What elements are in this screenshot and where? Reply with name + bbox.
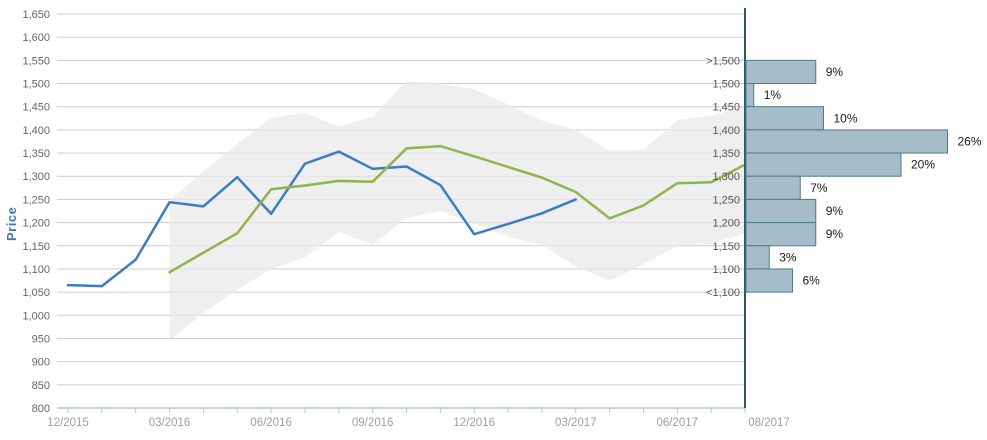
histogram-bin-labels: >1,500 1,500 1,450 1,400 1,350 1,300 1,250 1,20… [706,55,740,299]
histogram-bin-label: >1,500 [706,55,740,67]
histogram-pct-label: 7% [810,181,828,195]
x-tick-label: 06/2016 [250,417,292,429]
x-axis-labels: 12/2015 03/2016 06/2016 09/2016 12/2016 03/20… [47,417,698,429]
y-tick-label: 1,450 [22,102,50,114]
y-tick-label: 1,100 [22,264,50,276]
histogram: 9% 1% 10% 26% 20% 7% 9% 9% 3% 6% [745,59,982,293]
histogram-pct-label: 9% [826,65,844,79]
histogram-bar[interactable] [745,106,824,131]
histogram-bar[interactable] [745,175,801,200]
histogram-bar[interactable] [745,198,817,224]
histogram-bin-label: 1,250 [712,194,740,206]
histogram-pct-label: 10% [834,111,858,125]
histogram-bar[interactable] [745,245,770,270]
y-tick-label: 1,550 [22,55,50,67]
x-tick-label: 03/2017 [555,417,597,429]
histogram-pct-label: 9% [826,204,844,218]
histogram-bar[interactable] [745,83,755,108]
histogram-bar[interactable] [745,59,817,85]
histogram-bar[interactable] [745,222,817,247]
y-tick-label: 1,350 [22,148,50,160]
y-tick-label: 1,150 [22,241,50,253]
x-tick-label: 06/2017 [657,417,699,429]
histogram-bin-label: 1,450 [712,102,740,114]
y-tick-label: 1,300 [22,171,50,183]
x-tick-label: 03/2016 [149,417,191,429]
histogram-bin-label: 1,500 [712,79,740,91]
y-tick-label: 1,600 [22,32,50,44]
histogram-bar[interactable] [745,152,902,177]
y-tick-label: 1,050 [22,287,50,299]
y-tick-label: 900 [32,357,50,369]
histogram-pct-label: 26% [958,134,982,148]
histogram-bin-label: 1,350 [712,148,740,160]
blue-line[interactable] [66,150,577,288]
x-tick-label: 12/2016 [453,417,495,429]
y-tick-label: 1,500 [22,79,50,91]
x-axis [57,407,746,413]
y-tick-label: 1,400 [22,125,50,137]
x-tick-label: 09/2016 [352,417,394,429]
histogram-bin-label: 1,300 [712,171,740,183]
histogram-pct-label: 3% [779,250,797,264]
histogram-x-label: 08/2017 [748,417,790,429]
y-tick-label: 850 [32,380,50,392]
histogram-bin-label: <1,100 [706,287,740,299]
histogram-pct-label: 20% [911,158,935,172]
histogram-pct-label: 1% [764,88,782,102]
histogram-bin-label: 1,150 [712,241,740,253]
green-line[interactable] [168,144,747,274]
histogram-bar[interactable] [745,129,948,154]
y-tick-label: 1,200 [22,218,50,230]
y-tick-label: 950 [32,333,50,345]
y-tick-label: 1,250 [22,194,50,206]
y-tick-label: 800 [32,403,50,415]
histogram-pct-label: 6% [803,274,821,288]
histogram-bar[interactable] [745,268,793,293]
y-tick-label: 1,000 [22,310,50,322]
histogram-bin-label: 1,200 [712,218,740,230]
x-tick-label: 12/2015 [47,417,89,429]
histogram-pct-label: 9% [826,227,844,241]
histogram-bin-label: 1,400 [712,125,740,137]
y-axis-labels: 1,650 1,600 1,550 1,500 1,450 1,400 1,350 1,300… [22,9,50,415]
y-tick-label: 1,650 [22,9,50,21]
histogram-bin-label: 1,100 [712,264,740,276]
